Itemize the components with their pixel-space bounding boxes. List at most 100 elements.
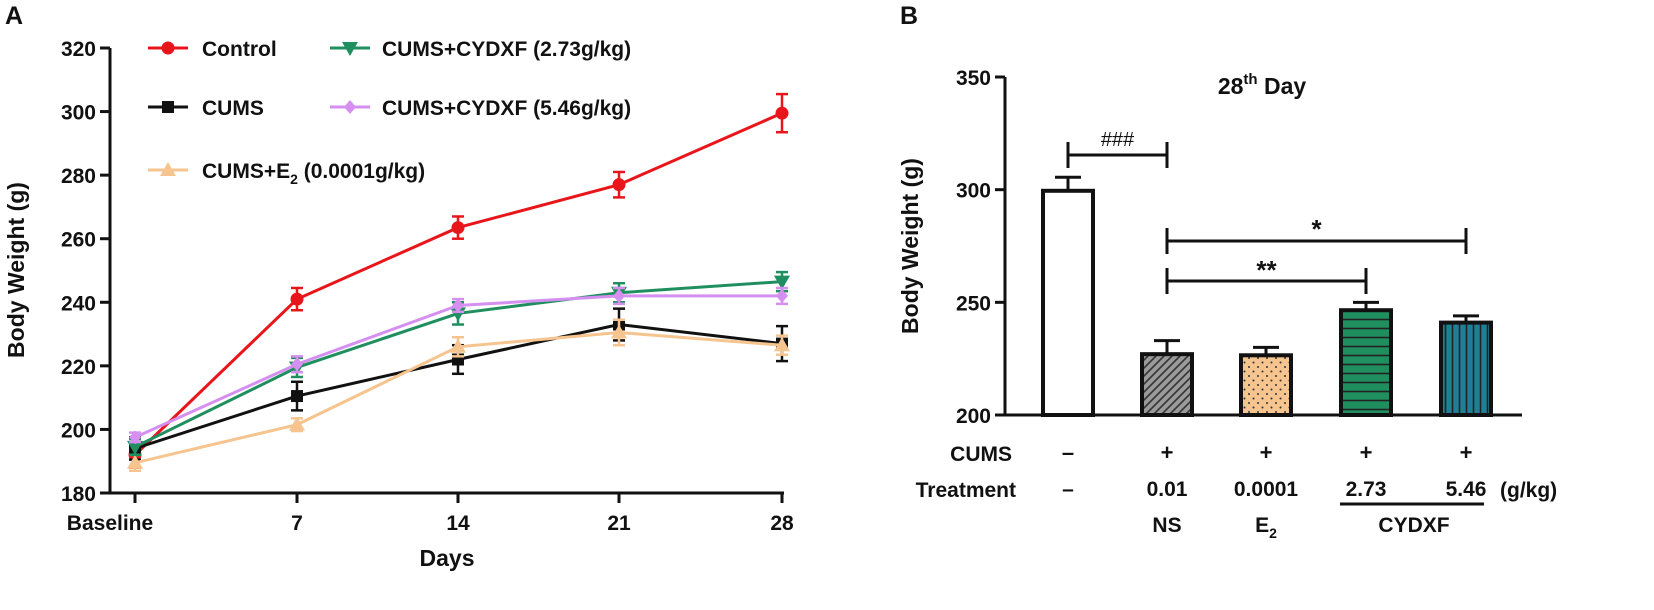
group-label: CYDXF (1378, 514, 1449, 537)
legend: Control CUMS CUMS+E2 (0.0001g/kg) CUMS+CYDX… (148, 38, 631, 187)
y-tick-label: 280 (61, 165, 96, 188)
data-point-c273 (127, 440, 143, 455)
legend-label-prefix: CUMS+E (202, 160, 290, 183)
data-point-control (451, 221, 465, 235)
legend-label-control: Control (202, 38, 277, 61)
legend-marker-c546 (344, 100, 356, 114)
cums-indicator: + (1260, 440, 1273, 465)
data-point-c546 (452, 298, 464, 313)
significance-bracket: * (1165, 214, 1468, 254)
x-tick-label: 14 (446, 512, 470, 535)
legend-label-e2: CUMS+E2 (0.0001g/kg) (202, 160, 425, 187)
legend-marker-cums (162, 101, 174, 113)
chart-title: 28th Day (1218, 71, 1307, 99)
x-tick-label: 28 (770, 512, 794, 535)
bar-e2 (1239, 345, 1293, 417)
treatment-sub-e2-base: E (1255, 514, 1269, 537)
bar-c546 (1439, 314, 1493, 418)
data-point-e2 (774, 337, 790, 352)
data-point-c546 (776, 288, 788, 303)
data-point-c273 (774, 275, 790, 290)
legend-item-control: Control (148, 38, 277, 61)
panel-a-label: A (5, 2, 23, 30)
data-point-e2 (289, 416, 305, 431)
cums-indicator: + (1161, 440, 1174, 465)
bar-rect-e2 (1239, 353, 1293, 417)
series-control (128, 92, 789, 469)
cums-indicator: – (1062, 440, 1074, 465)
data-point-c546 (613, 288, 625, 303)
treatment-sub-e2: E2 (1255, 514, 1277, 541)
data-point-control (290, 292, 304, 306)
panel-b-label: B (900, 2, 918, 30)
y-tick-label: 320 (61, 38, 96, 61)
legend-label-sub: 2 (290, 171, 298, 187)
cums-indicator: + (1460, 440, 1473, 465)
legend-item-c546: CUMS+CYDXF (5.46g/kg) (330, 97, 631, 120)
series-e2 (127, 318, 790, 472)
legend-marker-control (161, 41, 175, 55)
significance-label: ### (1101, 129, 1135, 151)
legend-item-cums: CUMS (148, 97, 264, 120)
y-tick-label: 350 (956, 67, 991, 90)
bar-rect-c273 (1339, 308, 1393, 417)
significance-label: * (1311, 214, 1322, 244)
significance-label: ** (1256, 255, 1277, 285)
treatment-value: – (1062, 478, 1074, 501)
unit-label: (g/kg) (1500, 479, 1557, 502)
cums-indicator: + (1360, 440, 1373, 465)
bar-ns (1140, 339, 1194, 418)
legend-marker-e2 (160, 162, 176, 176)
bar-control (1041, 175, 1095, 417)
row-label-treatment: Treatment (916, 479, 1016, 502)
significance-bracket: ### (1066, 129, 1169, 168)
bar-rect-control (1041, 188, 1095, 417)
y-tick-label: 180 (61, 483, 96, 506)
line-chart: 180 200 220 240 260 280 300 320 Baseline 7 14 21 28 D… (3, 38, 794, 571)
chart-title-main: 28 (1218, 73, 1244, 99)
data-point-cums (291, 390, 303, 403)
data-point-e2 (127, 454, 143, 469)
legend-item-c273: CUMS+CYDXF (2.73g/kg) (330, 38, 631, 61)
legend-label-c273: CUMS+CYDXF (2.73g/kg) (382, 38, 631, 61)
data-point-c546 (291, 357, 303, 372)
bar-c273 (1339, 300, 1393, 417)
chart-title-rest: Day (1258, 73, 1307, 99)
series-cums (129, 307, 788, 461)
y-tick-label: 200 (61, 419, 96, 442)
bar-rect-c546 (1439, 320, 1493, 418)
data-point-e2 (611, 324, 627, 339)
y-axis-label: Body Weight (g) (897, 158, 923, 334)
data-point-control (775, 106, 789, 120)
treatment-sub-e2-sub: 2 (1269, 525, 1277, 541)
y-tick-label: 250 (956, 292, 991, 315)
data-point-e2 (450, 338, 466, 353)
legend-label-cums: CUMS (202, 97, 264, 120)
y-tick-label: 240 (61, 292, 96, 315)
bar-chart: 200 250 300 350 Body Weight (g) 28th Day – – +0.… (897, 67, 1557, 541)
legend-item-e2: CUMS+E2 (0.0001g/kg) (148, 160, 425, 187)
x-tick-label: Baseline (67, 512, 153, 535)
data-point-control (612, 178, 626, 192)
x-tick-label: 7 (291, 512, 303, 535)
legend-label-c546: CUMS+CYDXF (5.46g/kg) (382, 97, 631, 120)
data-point-c546 (129, 430, 141, 445)
y-tick-label: 300 (956, 180, 991, 203)
treatment-value: 5.46 (1446, 478, 1487, 501)
legend-label-suffix: (0.0001g/kg) (298, 160, 425, 183)
row-label-cums: CUMS (950, 443, 1012, 466)
y-tick-label: 220 (61, 356, 96, 379)
chart-title-sup: th (1243, 71, 1257, 88)
y-tick-label: 260 (61, 229, 96, 252)
treatment-value: 0.0001 (1234, 478, 1299, 501)
y-tick-label: 200 (956, 405, 991, 428)
significance-bracket: ** (1165, 255, 1368, 294)
treatment-value: 2.73 (1346, 478, 1387, 501)
treatment-value: 0.01 (1147, 478, 1188, 501)
x-tick-label: 21 (607, 512, 631, 535)
y-axis-label: Body Weight (g) (3, 182, 29, 358)
bar-rect-ns (1140, 352, 1194, 418)
legend-marker-c273 (342, 42, 358, 56)
treatment-sub-ns: NS (1152, 514, 1181, 537)
